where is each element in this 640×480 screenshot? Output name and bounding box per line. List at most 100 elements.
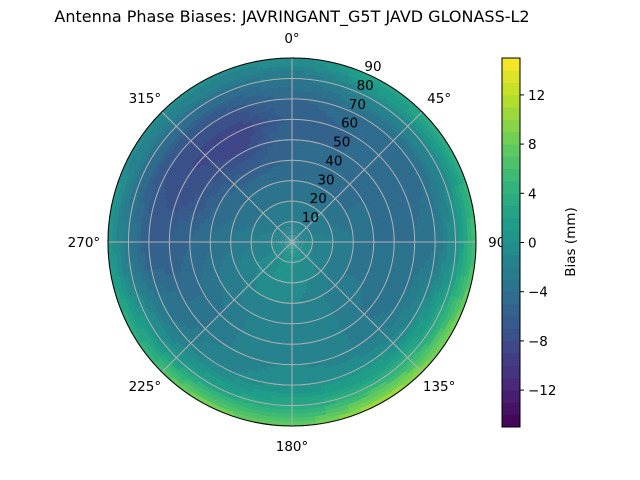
contour-cell <box>319 384 332 392</box>
contour-cell <box>404 202 412 213</box>
contour-cell <box>425 250 432 262</box>
contour-cell <box>299 123 309 129</box>
contour-cell <box>129 318 140 333</box>
contour-cell <box>278 268 283 274</box>
colorbar-segment <box>502 402 520 416</box>
contour-cell <box>453 298 463 313</box>
contour-cell <box>398 316 409 329</box>
contour-cell <box>301 230 306 235</box>
contour-cell <box>299 244 305 247</box>
contour-cell <box>252 122 263 130</box>
contour-cell <box>258 245 264 249</box>
contour-cell <box>420 319 431 333</box>
contour-cell <box>286 262 290 267</box>
contour-cell <box>357 237 363 243</box>
contour-cell <box>275 156 283 162</box>
contour-cell <box>319 388 333 396</box>
contour-cell <box>163 188 172 200</box>
contour-cell <box>272 255 278 260</box>
contour-cell <box>356 396 371 406</box>
contour-cell <box>221 66 236 76</box>
contour-cell <box>232 116 244 125</box>
contour-cell <box>291 315 298 321</box>
contour-cell <box>151 359 165 373</box>
contour-cell <box>336 412 352 421</box>
contour-cell <box>216 365 229 375</box>
contour-cell <box>136 314 147 329</box>
contour-cell <box>331 337 342 346</box>
contour-cell <box>283 348 292 354</box>
contour-cell <box>160 156 171 169</box>
contour-cell <box>284 244 289 247</box>
contour-cell <box>382 340 394 352</box>
contour-cell <box>431 171 441 185</box>
contour-cell <box>295 236 300 240</box>
contour-cell <box>399 98 413 112</box>
contour-cell <box>333 341 343 349</box>
contour-cell <box>293 249 296 255</box>
contour-cell <box>161 101 175 115</box>
contour-cell <box>449 198 458 212</box>
contour-cell <box>124 307 135 322</box>
contour-cell <box>262 243 268 246</box>
contour-cell <box>125 319 137 335</box>
contour-cell <box>168 137 180 150</box>
contour-cell <box>390 173 400 184</box>
contour-cell <box>267 247 273 251</box>
contour-cell <box>343 366 356 376</box>
contour-cell <box>315 248 321 252</box>
contour-cell <box>330 389 344 398</box>
contour-cell <box>376 365 390 377</box>
contour-cell <box>403 363 417 376</box>
contour-cell <box>270 227 276 232</box>
contour-cell <box>180 323 191 335</box>
contour-cell <box>439 179 449 193</box>
contour-cell <box>340 231 346 237</box>
contour-cell <box>176 337 188 350</box>
contour-cell <box>371 76 386 88</box>
contour-cell <box>446 163 456 178</box>
contour-cell <box>393 242 399 251</box>
contour-cell <box>372 225 378 233</box>
contour-cell <box>417 250 424 261</box>
contour-cell <box>413 315 424 328</box>
contour-cell <box>413 250 420 260</box>
contour-cell <box>434 291 444 305</box>
contour-cell <box>130 150 141 165</box>
contour-cell <box>299 302 305 308</box>
contour-cell <box>286 230 289 235</box>
contour-cell <box>158 129 171 143</box>
contour-cell <box>245 64 260 73</box>
contour-cell <box>446 176 456 190</box>
contour-cell <box>394 235 399 244</box>
contour-cell <box>110 275 119 290</box>
contour-cell <box>348 377 361 387</box>
contour-cell <box>295 253 299 259</box>
contour-cell <box>301 219 305 225</box>
contour-cell <box>357 399 372 410</box>
contour-cell <box>288 233 291 239</box>
contour-cell <box>437 271 445 284</box>
contour-cell <box>238 388 252 397</box>
contour-cell <box>345 370 358 380</box>
contour-cell <box>159 205 166 217</box>
contour-cell <box>221 403 236 413</box>
contour-cell <box>123 229 129 242</box>
colorbar-segment <box>502 58 520 71</box>
contour-cell <box>178 186 187 197</box>
contour-cell <box>164 273 172 285</box>
contour-cell <box>276 127 286 133</box>
contour-cell <box>163 335 176 348</box>
contour-cell <box>398 178 407 189</box>
contour-cell <box>290 339 299 345</box>
contour-cell <box>160 274 169 286</box>
colorbar-segment <box>502 205 520 219</box>
contour-cell <box>376 384 391 396</box>
contour-cell <box>248 195 255 202</box>
contour-cell <box>433 270 441 283</box>
contour-cell <box>405 174 415 186</box>
colorbar-segment <box>502 119 520 133</box>
contour-cell <box>298 143 306 149</box>
contour-cell <box>295 244 300 247</box>
